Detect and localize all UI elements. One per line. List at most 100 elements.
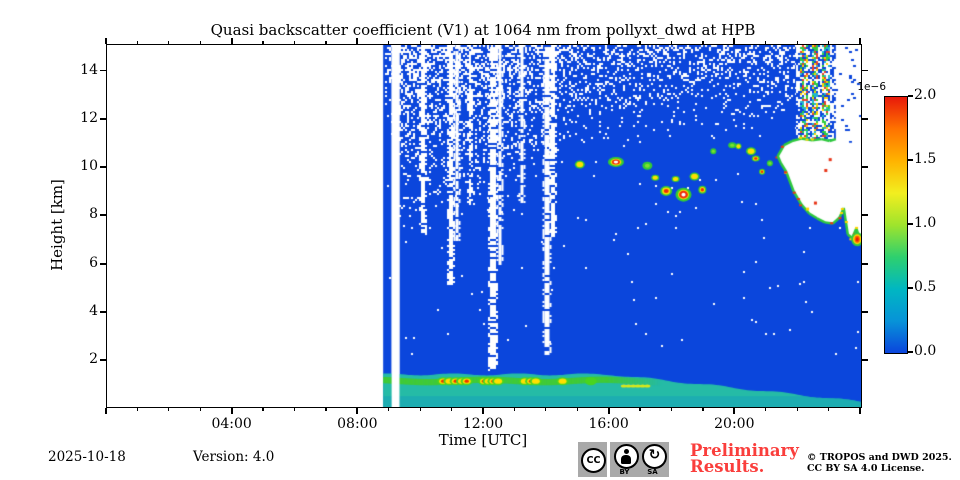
x-minor-tick-top xyxy=(796,40,798,44)
x-axis-label: Time [UTC] xyxy=(438,431,528,449)
x-minor-tick xyxy=(450,407,453,411)
x-minor-tick-top xyxy=(545,40,547,44)
x-minor-tick-top xyxy=(325,40,327,44)
colorbar-tick-label: 0.5 xyxy=(914,279,937,295)
x-minor-tick xyxy=(325,407,327,411)
y-major-tick-right xyxy=(861,117,868,120)
y-major-tick xyxy=(100,359,106,362)
cc-icon: CC xyxy=(581,448,606,473)
x-minor-tick xyxy=(199,407,201,411)
date-label: 2025-10-18 xyxy=(48,449,126,465)
colorbar-tick xyxy=(908,351,913,353)
y-major-tick xyxy=(100,310,106,313)
preliminary-line1: Preliminary xyxy=(690,441,799,460)
x-minor-tick-top xyxy=(639,40,641,44)
x-major-tick xyxy=(230,407,233,414)
copyright-line2: CC BY SA 4.0 License. xyxy=(807,463,925,474)
cc-by-label: BY xyxy=(619,468,630,476)
x-minor-tick-top xyxy=(419,40,421,44)
x-major-tick xyxy=(733,407,736,414)
x-major-tick xyxy=(356,407,359,414)
x-minor-tick-top xyxy=(513,40,515,44)
person-body-icon xyxy=(621,454,631,464)
cc-by-person-icon xyxy=(614,444,639,469)
y-major-tick xyxy=(100,214,106,217)
cc-sa-label: SA xyxy=(647,468,658,476)
x-major-tick-top xyxy=(105,38,107,44)
colorbar-tick-label: 0.0 xyxy=(914,343,937,359)
x-minor-tick xyxy=(262,407,264,411)
x-minor-tick-top xyxy=(168,40,170,44)
x-minor-tick xyxy=(639,407,641,411)
x-major-tick xyxy=(105,407,107,414)
x-minor-tick xyxy=(419,407,421,411)
x-minor-tick xyxy=(670,407,673,411)
x-minor-tick-top xyxy=(450,40,453,44)
x-minor-tick xyxy=(796,407,798,411)
x-major-tick-top xyxy=(607,38,610,44)
cc-sa-arrow-icon: ↻ xyxy=(642,444,667,469)
y-tick-label: 8 xyxy=(89,206,98,223)
plot-area xyxy=(106,44,862,408)
cc-badge-right-block: ↻ BY SA xyxy=(610,442,669,477)
person-head-icon xyxy=(623,448,629,454)
x-major-tick-top xyxy=(230,38,233,44)
y-major-tick-right xyxy=(861,166,868,168)
x-major-tick-top xyxy=(859,38,861,44)
x-minor-tick xyxy=(576,407,578,411)
x-tick-label: 08:00 xyxy=(337,416,378,432)
version-label: Version: 4.0 xyxy=(193,449,275,465)
cc-license-badge[interactable]: CC ↻ BY SA xyxy=(578,442,669,477)
x-major-tick xyxy=(482,407,484,414)
colorbar-tick xyxy=(908,159,913,161)
x-minor-tick-top xyxy=(576,40,578,44)
y-major-tick-right xyxy=(861,359,868,362)
x-major-tick xyxy=(859,407,861,414)
colorbar-tick-label: 1.5 xyxy=(914,151,937,167)
colorbar-tick-label: 1.0 xyxy=(914,215,937,231)
cc-badge-left-block: CC xyxy=(578,442,607,477)
colorbar-offset-label: 1e−6 xyxy=(857,81,886,93)
x-minor-tick-top xyxy=(388,40,390,44)
y-tick-label: 4 xyxy=(89,302,98,319)
y-major-tick-right xyxy=(861,262,868,265)
x-tick-label: 16:00 xyxy=(588,416,629,432)
y-tick-label: 2 xyxy=(89,351,98,368)
y-major-tick-right xyxy=(861,69,868,72)
y-major-tick-right xyxy=(861,214,868,217)
colorbar-tick xyxy=(908,223,913,225)
x-minor-tick-top xyxy=(670,40,673,44)
x-minor-tick xyxy=(293,407,296,411)
x-minor-tick-top xyxy=(702,40,704,44)
x-minor-tick xyxy=(168,407,170,411)
x-minor-tick-top xyxy=(827,40,830,44)
x-minor-tick xyxy=(545,407,547,411)
y-tick-label: 14 xyxy=(80,61,98,78)
copyright-line1: © TROPOS and DWD 2025. xyxy=(807,452,952,463)
x-minor-tick-top xyxy=(262,40,264,44)
y-tick-label: 6 xyxy=(89,254,98,271)
x-minor-tick-top xyxy=(136,40,138,44)
x-tick-label: 12:00 xyxy=(462,416,504,432)
x-minor-tick-top xyxy=(765,40,767,44)
y-major-tick xyxy=(100,166,106,168)
x-tick-label: 20:00 xyxy=(714,416,755,432)
chart-title: Quasi backscatter coefficient (V1) at 10… xyxy=(210,21,756,39)
x-major-tick xyxy=(607,407,610,414)
y-tick-label: 12 xyxy=(80,109,98,126)
x-minor-tick xyxy=(827,407,830,411)
y-major-tick xyxy=(100,117,106,120)
y-major-tick xyxy=(100,69,106,72)
preliminary-line2: Results. xyxy=(690,457,765,476)
y-major-tick-right xyxy=(861,310,868,313)
colorbar-tick xyxy=(908,287,913,289)
x-tick-label: 04:00 xyxy=(211,416,252,432)
x-minor-tick xyxy=(388,407,390,411)
colorbar xyxy=(884,96,908,354)
copyright-note: © TROPOS and DWD 2025. CC BY SA 4.0 Lice… xyxy=(807,452,952,474)
colorbar-tick-label: 2.0 xyxy=(914,87,937,103)
x-minor-tick xyxy=(513,407,515,411)
x-minor-tick-top xyxy=(293,40,296,44)
x-minor-tick-top xyxy=(199,40,201,44)
